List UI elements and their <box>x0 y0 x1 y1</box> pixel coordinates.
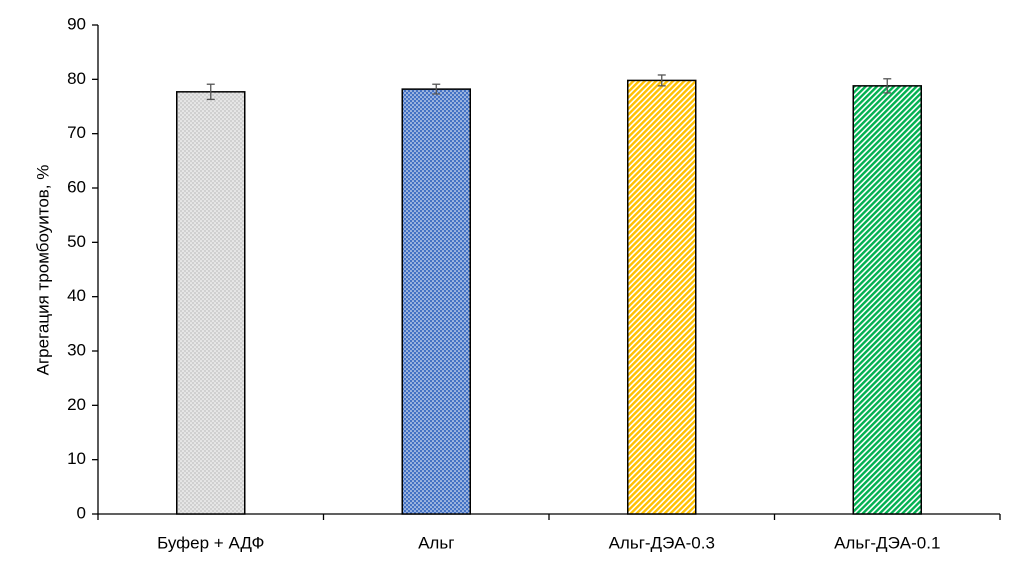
x-tick-label: Буфер + АДФ <box>157 533 264 552</box>
x-tick-label: Альг <box>418 533 454 552</box>
bar <box>401 88 471 515</box>
y-tick-label: 50 <box>67 232 86 251</box>
y-tick-label: 20 <box>67 395 86 414</box>
bar <box>176 91 246 515</box>
x-tick-label: Альг-ДЭА-0.3 <box>609 533 715 552</box>
y-tick-label: 10 <box>67 449 86 468</box>
y-tick-label: 0 <box>77 503 86 522</box>
error-bar <box>883 78 892 94</box>
x-tick-label: Альг-ДЭА-0.1 <box>834 533 940 552</box>
error-bar <box>657 74 666 87</box>
y-tick-label: 40 <box>67 286 86 305</box>
y-axis-label: Агрегация тромбоуитов, % <box>33 165 52 376</box>
error-bar <box>432 83 441 95</box>
y-tick-label: 80 <box>67 69 86 88</box>
y-tick-label: 70 <box>67 123 86 142</box>
bar <box>627 79 697 515</box>
y-tick-label: 90 <box>67 14 86 33</box>
y-tick-label: 30 <box>67 340 86 359</box>
bar <box>852 85 922 515</box>
y-tick-label: 60 <box>67 177 86 196</box>
error-bar <box>206 83 215 101</box>
